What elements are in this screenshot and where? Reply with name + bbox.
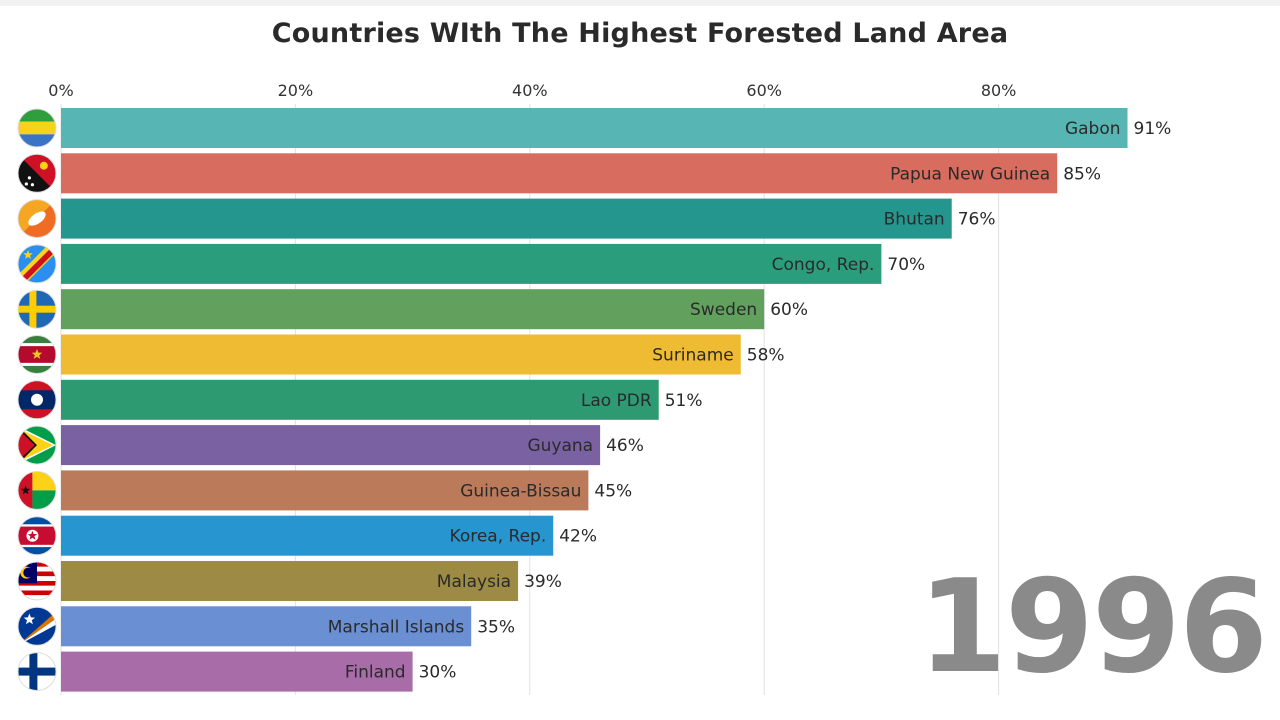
x-tick-label: 60%: [746, 81, 782, 100]
bar-category-label: Bhutan: [884, 210, 945, 230]
bar-value-label: 51%: [665, 391, 703, 411]
x-tick-label: 20%: [278, 81, 314, 100]
bar-value-label: 58%: [747, 346, 785, 366]
bar-category-label: Malaysia: [437, 572, 511, 592]
bar-category-label: Congo, Rep.: [772, 255, 875, 275]
bar-value-label: 42%: [559, 527, 597, 547]
bar-category-label: Guinea-Bissau: [460, 481, 581, 501]
x-tick-label: 80%: [981, 81, 1017, 100]
bar-category-label: Gabon: [1065, 119, 1121, 139]
bar-value-label: 91%: [1134, 119, 1172, 139]
bar: [61, 289, 764, 329]
bar-value-label: 60%: [770, 300, 808, 320]
bar: [61, 425, 600, 465]
x-tick-label: 40%: [512, 81, 548, 100]
bar-category-label: Marshall Islands: [328, 617, 465, 637]
bar-value-label: 30%: [419, 663, 457, 683]
bar: [61, 199, 952, 239]
bar-value-label: 39%: [524, 572, 562, 592]
year-label: 1996: [918, 564, 1266, 692]
bar-category-label: Korea, Rep.: [450, 527, 547, 547]
bar: [61, 380, 659, 420]
bar-category-label: Sweden: [690, 300, 757, 320]
bar: [61, 335, 741, 375]
bar-value-label: 76%: [958, 210, 996, 230]
bar-category-label: Finland: [345, 663, 406, 683]
bar: [61, 244, 881, 284]
congo-flag-icon: [16, 243, 58, 285]
bar-value-label: 46%: [606, 436, 644, 456]
bar-value-label: 35%: [477, 617, 515, 637]
bar-category-label: Guyana: [527, 436, 593, 456]
x-tick-label: 0%: [48, 81, 73, 100]
bar-category-label: Suriname: [652, 346, 734, 366]
bar-value-label: 85%: [1063, 164, 1101, 184]
bar-category-label: Papua New Guinea: [890, 164, 1050, 184]
bar-category-label: Lao PDR: [581, 391, 652, 411]
bar-value-label: 70%: [887, 255, 925, 275]
bar-value-label: 45%: [594, 481, 632, 501]
bar: [61, 108, 1128, 148]
